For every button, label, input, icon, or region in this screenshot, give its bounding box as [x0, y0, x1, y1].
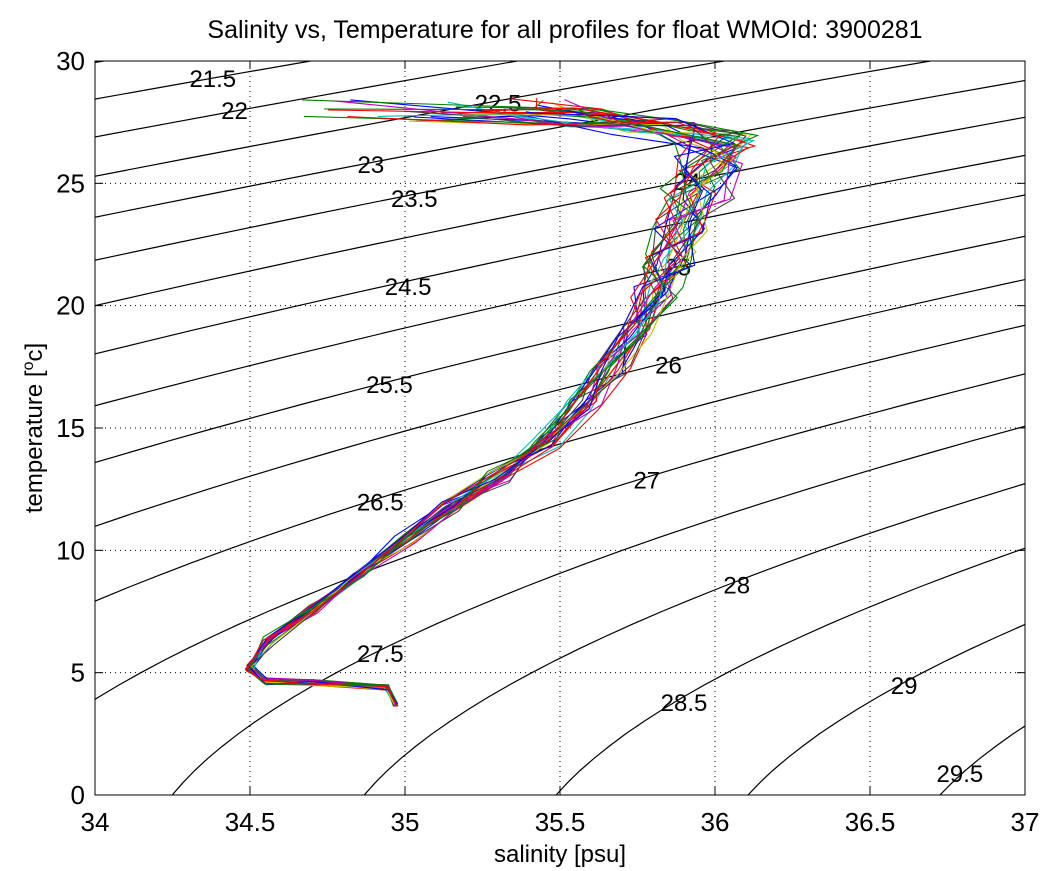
- y-tick-label: 25: [56, 168, 85, 198]
- x-tick-label: 36: [701, 807, 730, 837]
- profile-line: [249, 104, 706, 704]
- x-tick-label: 36.5: [845, 807, 896, 837]
- y-axis-label-sup: o: [20, 361, 37, 370]
- density-label: 27: [633, 467, 660, 494]
- x-tick-label: 35: [391, 807, 420, 837]
- density-label: 29.5: [937, 761, 984, 788]
- isopycnal-line: [95, 116, 1025, 307]
- x-tick-label: 34.5: [225, 807, 276, 837]
- profile-line: [249, 115, 736, 707]
- density-label: 27.5: [357, 641, 404, 668]
- y-tick-label: 30: [56, 46, 85, 76]
- density-label: 25.5: [366, 372, 413, 399]
- isopycnal-line: [95, 235, 1025, 464]
- y-axis-label-end: c]: [21, 343, 48, 362]
- profile-line: [249, 108, 760, 706]
- isopycnal-line: [95, 278, 1025, 527]
- density-label: 29: [891, 673, 918, 700]
- isopycnal-line: [555, 547, 1025, 795]
- y-axis-label: temperature [oc]: [20, 343, 48, 513]
- density-label: 28: [723, 573, 750, 600]
- isopycnal-line: [95, 79, 1025, 261]
- profile-line: [247, 113, 744, 707]
- isopycnal-line: [747, 623, 1025, 795]
- density-label: 23: [358, 152, 385, 179]
- density-label: 26: [655, 352, 682, 379]
- density-label: 22: [221, 98, 248, 125]
- isopycnal-line: [95, 61, 931, 218]
- density-label: 26.5: [357, 489, 404, 516]
- density-label: 24.5: [385, 274, 432, 301]
- profile-line: [252, 114, 756, 706]
- density-label: 28.5: [661, 690, 708, 717]
- x-tick-label: 35.5: [535, 807, 586, 837]
- y-tick-label: 20: [56, 291, 85, 321]
- profile-line: [245, 115, 720, 704]
- y-axis-label-main: temperature [: [21, 370, 48, 513]
- isopycnal-line: [95, 61, 104, 64]
- profile-line: [245, 108, 744, 707]
- y-axis-ticks: 0 5 10 15 20 25 30: [56, 46, 1025, 810]
- profile-series: [244, 97, 760, 708]
- isopycnal-line: [95, 154, 1025, 355]
- y-tick-label: 10: [56, 535, 85, 565]
- isopycnal-line: [95, 373, 1025, 701]
- isopycnal-line: [363, 483, 1025, 795]
- profile-line: [253, 112, 743, 706]
- density-contour-labels: 21.522 22.52323.52424.52525.52626.52727.5…: [189, 66, 983, 788]
- profile-line: [247, 111, 736, 705]
- y-tick-label: 0: [71, 780, 85, 810]
- density-label: 21.5: [189, 66, 236, 93]
- profile-line: [250, 116, 739, 705]
- profile-line: [244, 115, 737, 706]
- profile-line: [248, 100, 737, 706]
- chart-title: Salinity vs, Temperature for all profile…: [207, 16, 922, 44]
- y-tick-label: 5: [71, 658, 85, 688]
- profile-line: [251, 120, 736, 705]
- x-tick-label: 34: [81, 807, 110, 837]
- density-label: 23.5: [391, 186, 438, 213]
- isopycnal-line: [95, 324, 1025, 602]
- isopycnal-line: [939, 725, 1025, 795]
- profile-line: [246, 110, 747, 707]
- x-tick-label: 37: [1011, 807, 1040, 837]
- y-tick-label: 15: [56, 413, 85, 443]
- x-axis-ticks: 34 34.5 35 35.5 36 36.5 37: [81, 61, 1040, 837]
- x-axis-label: salinity [psu]: [494, 841, 626, 868]
- profile-line: [248, 99, 741, 706]
- profile-line: [248, 115, 737, 703]
- profile-line: [249, 106, 736, 705]
- profile-line: [246, 99, 741, 706]
